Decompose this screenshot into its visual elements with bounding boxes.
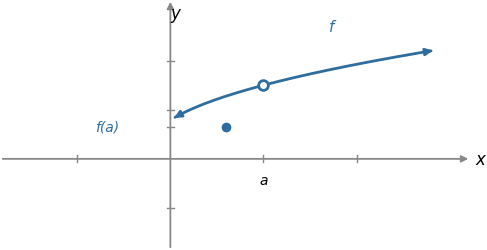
Text: y: y (170, 5, 180, 23)
Text: a: a (259, 173, 268, 187)
Text: f: f (329, 20, 334, 34)
Text: f(a): f(a) (95, 120, 119, 134)
Text: x: x (476, 150, 486, 168)
